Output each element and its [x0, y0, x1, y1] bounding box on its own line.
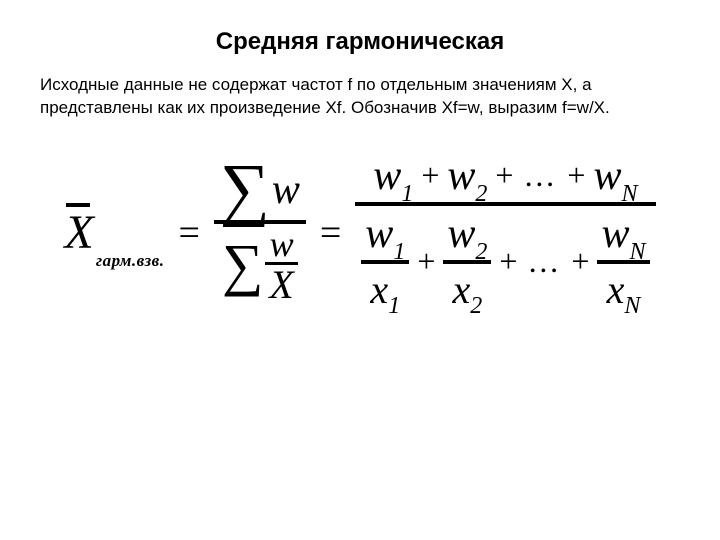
- expanded-fraction: w 1 + w 2 + … + w N: [355, 150, 655, 317]
- plus: +: [417, 243, 435, 280]
- x-var: X: [265, 265, 297, 305]
- ellipsis: …: [523, 157, 557, 194]
- denominator-sum: ∑ w X: [222, 226, 298, 305]
- w1-over-x1: w1 x1: [361, 208, 409, 315]
- expanded-denominator: w1 x1 + w2 x2 + … + wN: [355, 206, 655, 317]
- equals-2: =: [320, 211, 341, 255]
- plus: +: [421, 157, 439, 194]
- plus: +: [495, 157, 513, 194]
- slide: Средняя гармоническая Исходные данные не…: [0, 0, 720, 540]
- w1: w 1: [373, 152, 413, 200]
- numerator-sum: ∑ w: [220, 162, 300, 218]
- w-over-x: w X: [265, 226, 297, 305]
- plus: +: [499, 243, 517, 280]
- sigma-icon: ∑: [220, 162, 272, 218]
- w2: w 2: [447, 152, 487, 200]
- harmonic-mean-formula: X гарм.взв. = ∑ w ∑ w: [64, 150, 655, 317]
- slide-title: Средняя гармоническая: [40, 28, 680, 56]
- equals-1: =: [179, 211, 200, 255]
- ellipsis: …: [527, 243, 561, 280]
- lhs: X гарм.взв.: [64, 209, 164, 257]
- wN: w N: [593, 152, 637, 200]
- sigma-fraction: ∑ w ∑ w X: [214, 160, 306, 307]
- w-var: w: [266, 226, 298, 262]
- x-bar: X: [64, 209, 93, 257]
- sigma-icon: ∑: [222, 242, 265, 288]
- formula-container: X гарм.взв. = ∑ w ∑ w: [40, 150, 680, 317]
- lhs-subscript: гарм.взв.: [96, 251, 165, 271]
- body-paragraph: Исходные данные не содержат частот f по …: [40, 74, 680, 120]
- w2-over-x2: w2 x2: [443, 208, 491, 315]
- expanded-numerator: w 1 + w 2 + … + w N: [367, 150, 643, 202]
- plus: +: [571, 243, 589, 280]
- plus: +: [567, 157, 585, 194]
- w-var: w: [272, 166, 300, 214]
- wN-over-xN: wN xN: [597, 208, 649, 315]
